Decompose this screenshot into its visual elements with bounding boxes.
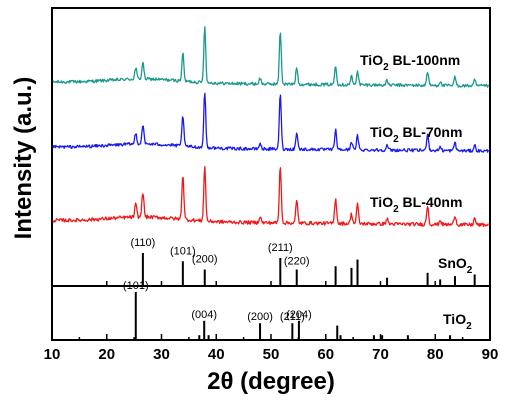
x-tick-label: 60	[317, 346, 334, 363]
reference-label: TiO2	[443, 311, 472, 332]
y-axis-title: Intensity (a.u.)	[10, 77, 37, 240]
miller-index-label: (211)	[280, 311, 305, 323]
x-tick-label: 80	[427, 346, 444, 363]
xrd-series-line	[52, 26, 490, 88]
xrd-series-line	[52, 165, 490, 228]
x-axis-ticks: 10 20 30 40 50 60 70 80 90	[44, 281, 499, 363]
miller-index-label: (004)	[191, 309, 217, 321]
x-tick-label: 50	[263, 346, 280, 363]
miller-index-label: (211)	[268, 242, 293, 254]
plot-area: TiO2 BL-100nm TiO2 BL-70nm TiO2 BL-40nm (11…	[51, 7, 491, 341]
xrd-series-line	[52, 92, 490, 153]
miller-index-label: (220)	[284, 256, 310, 268]
reference-label: SnO2	[438, 255, 473, 276]
x-tick-label: 10	[44, 346, 61, 363]
miller-index-label: (200)	[192, 254, 218, 266]
x-tick-label: 70	[372, 346, 389, 363]
x-tick-label: 90	[482, 346, 499, 363]
x-tick-label: 40	[208, 346, 225, 363]
miller-index-label: (101)	[123, 280, 149, 292]
series-label: TiO2 BL-70nm	[370, 124, 462, 145]
miller-index-label: (110)	[130, 237, 155, 249]
miller-index-label: (101)	[170, 245, 196, 257]
series-label: TiO2 BL-100nm	[360, 52, 460, 73]
miller-index-label: (204)	[286, 309, 312, 321]
x-tick-label: 20	[98, 346, 115, 363]
miller-index-label: (200)	[247, 311, 273, 323]
series-label: TiO2 BL-40nm	[370, 194, 462, 215]
x-tick-label: 30	[153, 346, 170, 363]
x-axis-title: 2θ (degree)	[207, 368, 335, 395]
